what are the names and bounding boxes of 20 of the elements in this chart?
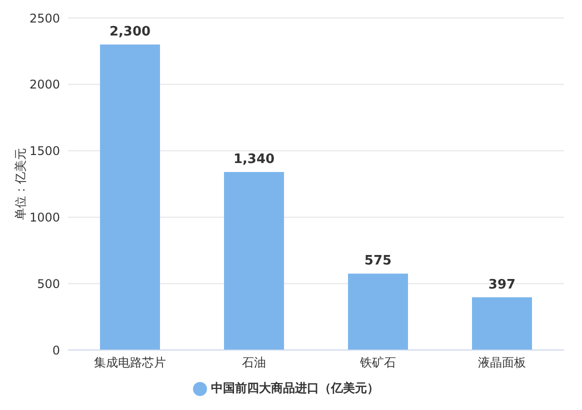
y-tick-label: 1000: [29, 210, 60, 224]
x-tick-label: 铁矿石: [359, 356, 396, 370]
bar: [472, 297, 532, 350]
y-tick-label: 2500: [29, 11, 60, 26]
data-label: 2,300: [109, 24, 151, 40]
x-tick-label: 集成电路芯片: [94, 356, 166, 370]
data-label: 1,340: [233, 152, 275, 168]
x-tick-label: 液晶面板: [478, 356, 526, 370]
y-tick-label: 500: [37, 276, 60, 291]
legend-label: 中国前四大商品进口（亿美元）: [211, 381, 379, 395]
y-tick-label: 0: [52, 343, 60, 358]
y-tick-label: 2000: [29, 78, 60, 92]
data-label: 575: [364, 254, 392, 269]
bar: [100, 44, 160, 350]
data-label: 397: [488, 277, 516, 292]
y-axis-title: 单位：亿美元: [13, 148, 28, 220]
bar: [348, 274, 408, 350]
bar: [224, 172, 284, 350]
y-tick-label: 1500: [29, 144, 60, 158]
x-tick-label: 石油: [242, 356, 266, 370]
